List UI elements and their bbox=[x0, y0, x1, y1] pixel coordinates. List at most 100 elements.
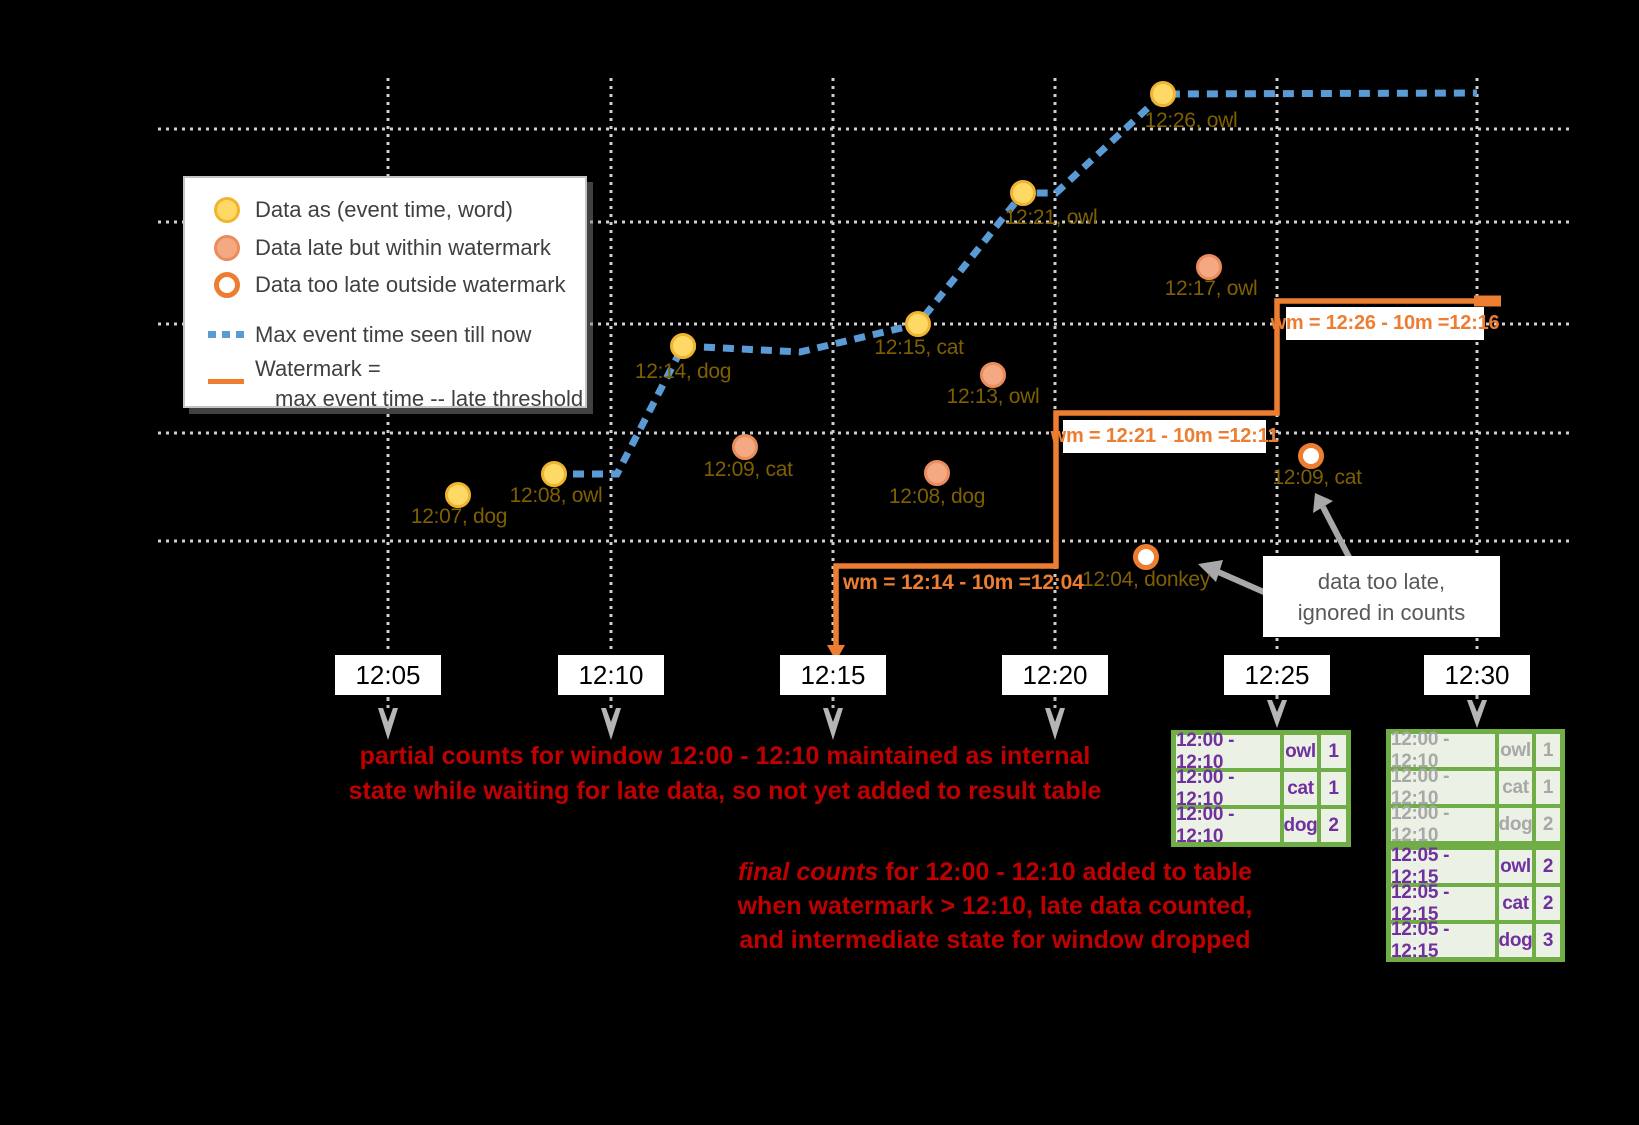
final-counts-note-line2: when watermark > 12:10, late data counte… bbox=[737, 892, 1253, 920]
table-row: 12:05 - 12:15 dog 3 bbox=[1391, 919, 1560, 962]
table-row: 12:00 - 12:10 cat 1 bbox=[1176, 767, 1346, 810]
data-point-label: 12:07, dog bbox=[410, 505, 508, 528]
legend-label-max-event-time: Max event time seen till now bbox=[255, 322, 532, 347]
table-cell-window: 12:05 - 12:15 bbox=[1391, 882, 1495, 925]
legend-label-on-time: Data as (event time, word) bbox=[255, 197, 513, 222]
too-late-callout-line2: ignored in counts bbox=[1297, 599, 1466, 625]
data-point-label: 12:04, donkey bbox=[1081, 568, 1211, 591]
data-point-late bbox=[732, 434, 758, 460]
table-cell-word: owl bbox=[1499, 850, 1532, 883]
table-cell-window: 12:00 - 12:10 bbox=[1176, 804, 1280, 847]
table-cell-word: dog bbox=[1284, 809, 1318, 842]
legend-label-watermark: Watermark = bbox=[255, 356, 381, 381]
too-late-dot-icon bbox=[214, 272, 240, 298]
too-late-callout-line1: data too late, bbox=[1317, 568, 1446, 594]
data-point-on-time bbox=[541, 461, 567, 487]
table-cell-count: 1 bbox=[1321, 772, 1346, 805]
table-row: 12:05 - 12:15 owl 2 bbox=[1391, 845, 1560, 888]
late-dot-icon bbox=[214, 235, 240, 261]
data-point-on-time bbox=[1150, 81, 1176, 107]
data-point-on-time bbox=[445, 482, 471, 508]
data-point-late bbox=[980, 362, 1006, 388]
data-point-too-late bbox=[1133, 544, 1159, 570]
table-cell-word: cat bbox=[1499, 771, 1532, 804]
table-row: 12:05 - 12:15 cat 2 bbox=[1391, 882, 1560, 925]
table-cell-window: 12:00 - 12:10 bbox=[1176, 730, 1280, 773]
callout-arrows bbox=[1198, 493, 1354, 596]
table-cell-word: cat bbox=[1499, 887, 1532, 920]
watermark-line bbox=[833, 298, 1499, 648]
legend: Data as (event time, word) Data late but… bbox=[183, 176, 587, 411]
table-row: 12:00 - 12:10 dog 2 bbox=[1176, 804, 1346, 847]
data-point-on-time bbox=[670, 333, 696, 359]
table-cell-count: 2 bbox=[1536, 850, 1560, 883]
partial-counts-note: partial counts for window 12:00 - 12:10 … bbox=[330, 739, 1120, 809]
watermark-value-label: wm = 12:26 - 10m =12:16 bbox=[1271, 307, 1500, 340]
data-point-late bbox=[924, 460, 950, 486]
final-counts-emphasis: final counts bbox=[737, 858, 879, 886]
table-cell-window: 12:00 - 12:10 bbox=[1391, 729, 1495, 772]
table-cell-window: 12:00 - 12:10 bbox=[1391, 803, 1495, 846]
table-cell-count: 1 bbox=[1536, 734, 1560, 767]
table-cell-word: dog bbox=[1499, 924, 1533, 957]
watermark-down-arrowhead bbox=[827, 645, 845, 661]
watermark-value-label: wm = 12:14 - 10m =12:04 bbox=[843, 571, 1084, 594]
axis-tick-label: 12:30 bbox=[1424, 655, 1530, 695]
table-cell-word: owl bbox=[1284, 735, 1317, 768]
table-cell-count: 2 bbox=[1536, 808, 1560, 841]
data-point-label: 12:08, owl bbox=[509, 484, 603, 507]
final-counts-note: final counts for 12:00 - 12:10 added to … bbox=[700, 855, 1290, 957]
table-cell-word: dog bbox=[1499, 808, 1533, 841]
legend-label-too-late: Data too late outside watermark bbox=[255, 272, 566, 297]
table-cell-window: 12:05 - 12:15 bbox=[1391, 919, 1495, 962]
data-point-label: 12:26, owl bbox=[1144, 109, 1238, 132]
table-cell-count: 2 bbox=[1321, 809, 1346, 842]
max-event-time-line bbox=[554, 89, 1478, 478]
data-point-on-time bbox=[905, 311, 931, 337]
too-late-callout: data too late, ignored in counts bbox=[1263, 556, 1500, 637]
axis-tick-label: 12:15 bbox=[780, 655, 886, 695]
data-point-on-time bbox=[1010, 180, 1036, 206]
partial-counts-note-line2: state while waiting for late data, so no… bbox=[348, 777, 1102, 805]
result-table-final: 12:00 - 12:10 owl 1 12:00 - 12:10 cat 1 12:00 … bbox=[1386, 729, 1565, 962]
data-point-label: 12:13, owl bbox=[946, 385, 1040, 408]
table-cell-window: 12:00 - 12:10 bbox=[1176, 767, 1280, 810]
table-cell-count: 2 bbox=[1536, 887, 1560, 920]
table-cell-count: 1 bbox=[1321, 735, 1346, 768]
table-cell-window: 12:05 - 12:15 bbox=[1391, 845, 1495, 888]
orange-line-icon bbox=[208, 379, 244, 384]
final-counts-note-line1-rest: for 12:00 - 12:10 added to table bbox=[878, 858, 1252, 886]
data-point-label: 12:09, cat bbox=[703, 458, 793, 481]
axis-tick-label: 12:25 bbox=[1224, 655, 1330, 695]
partial-counts-note-line1: partial counts for window 12:00 - 12:10 … bbox=[359, 742, 1091, 770]
data-point-label: 12:08, dog bbox=[888, 485, 986, 508]
on-time-dot-icon bbox=[214, 197, 240, 223]
final-counts-note-line1: final counts for 12:00 - 12:10 added to … bbox=[700, 855, 1290, 889]
table-cell-count: 3 bbox=[1536, 924, 1560, 957]
data-point-label: 12:09, cat bbox=[1272, 466, 1362, 489]
axis-tick-label: 12:10 bbox=[558, 655, 664, 695]
result-table-partial: 12:00 - 12:10 owl 1 12:00 - 12:10 cat 1 12:00 … bbox=[1171, 730, 1351, 847]
watermark-value-label: wm = 12:21 - 10m =12:11 bbox=[1051, 420, 1279, 453]
data-point-label: 12:15, cat bbox=[874, 336, 964, 359]
tick-arrows bbox=[378, 695, 1487, 740]
data-point-label: 12:14, dog bbox=[634, 360, 732, 383]
axis-tick-label: 12:05 bbox=[335, 655, 441, 695]
table-row: 12:00 - 12:10 cat 1 bbox=[1391, 766, 1560, 809]
table-row: 12:00 - 12:10 dog 2 bbox=[1391, 803, 1560, 846]
table-cell-word: owl bbox=[1499, 734, 1532, 767]
table-cell-count: 1 bbox=[1536, 771, 1560, 804]
data-point-late bbox=[1196, 254, 1222, 280]
table-cell-window: 12:00 - 12:10 bbox=[1391, 766, 1495, 809]
blue-dashed-line-icon bbox=[208, 331, 246, 338]
table-row: 12:00 - 12:10 owl 1 bbox=[1391, 729, 1560, 772]
axis-tick-label: 12:20 bbox=[1002, 655, 1108, 695]
data-point-label: 12:17, owl bbox=[1164, 277, 1258, 300]
table-row: 12:00 - 12:10 owl 1 bbox=[1176, 730, 1346, 773]
data-point-too-late bbox=[1298, 443, 1324, 469]
table-cell-word: cat bbox=[1284, 772, 1317, 805]
data-point-label: 12:21, owl bbox=[1004, 206, 1098, 229]
legend-label-watermark-formula: max event time -- late threshold bbox=[275, 386, 584, 411]
legend-label-late: Data late but within watermark bbox=[255, 235, 551, 260]
